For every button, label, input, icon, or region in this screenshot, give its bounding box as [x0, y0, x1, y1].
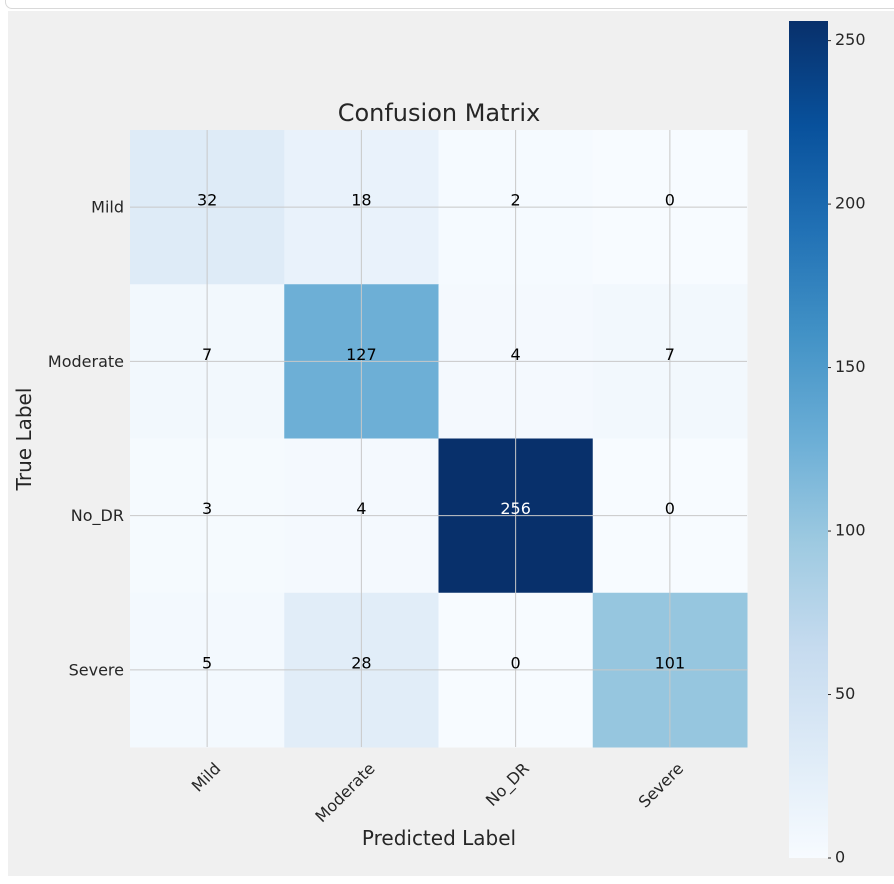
colorbar-tick-label: 50	[835, 684, 855, 703]
cell-value-label: 0	[665, 499, 675, 518]
cell-value-label: 127	[346, 345, 377, 364]
cell-value-label: 3	[202, 499, 212, 518]
cell-value-label: 256	[500, 499, 531, 518]
x-axis-ticks: Mild Moderate No_DR Severe	[188, 759, 687, 826]
cell-value-label: 5	[202, 653, 212, 672]
y-axis-ticks: Mild Moderate No_DR Severe	[48, 198, 124, 680]
cell-value-labels: 32 18 2 0 7 127 4 7 3 4 256 0 5 28 0 101	[197, 191, 685, 673]
x-tick-label: Severe	[635, 759, 688, 812]
colorbar-tick-label: 150	[835, 357, 866, 376]
chart-title: Confusion Matrix	[338, 99, 541, 127]
cell-value-label: 2	[511, 191, 521, 210]
window-top-strip	[5, 0, 894, 9]
cell-value-label: 32	[197, 191, 217, 210]
grid-lines	[130, 130, 747, 747]
cell-value-label: 4	[511, 345, 521, 364]
colorbar	[789, 21, 828, 858]
cell-value-label: 7	[202, 345, 212, 364]
x-axis-label: Predicted Label	[362, 826, 516, 850]
cell-value-label: 18	[351, 191, 371, 210]
cell-value-label: 101	[655, 653, 686, 672]
y-tick-label: Mild	[91, 198, 124, 217]
colorbar-tick-label: 200	[835, 194, 866, 213]
colorbar-tick-label: 0	[835, 848, 845, 867]
x-tick-label: Moderate	[311, 759, 378, 826]
x-tick-label: Mild	[188, 759, 225, 796]
y-tick-label: Moderate	[48, 352, 124, 371]
cell-value-label: 4	[356, 499, 366, 518]
y-axis-label: True Label	[12, 388, 36, 492]
x-tick-label: No_DR	[482, 759, 534, 811]
cell-value-label: 0	[665, 191, 675, 210]
cell-value-label: 0	[511, 653, 521, 672]
y-tick-label: No_DR	[71, 506, 124, 526]
cell-value-label: 28	[351, 653, 371, 672]
colorbar-ticks: 0 50 100 150 200 250	[828, 30, 866, 867]
y-tick-label: Severe	[69, 660, 124, 679]
cell-value-label: 7	[665, 345, 675, 364]
colorbar-tick-label: 100	[835, 521, 866, 540]
colorbar-tick-label: 250	[835, 30, 866, 49]
